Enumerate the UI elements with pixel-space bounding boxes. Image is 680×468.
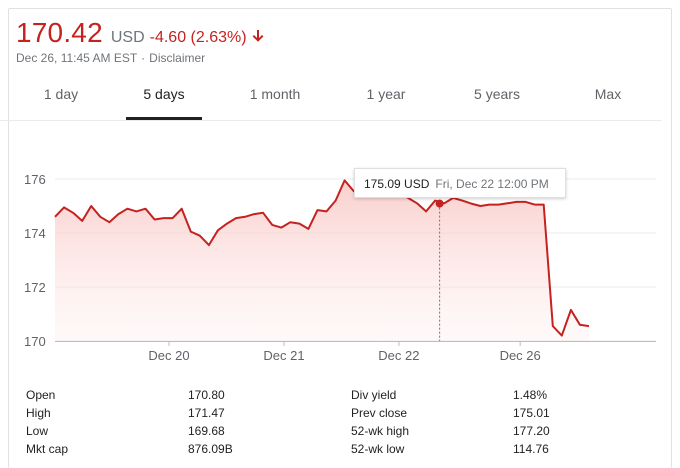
stat-row-div-yield: Div yield 1.48% (351, 386, 550, 404)
price-area (55, 180, 589, 341)
price-header: 170.42 USD -4.60 (2.63%) (16, 17, 264, 49)
stat-label: High (26, 406, 51, 420)
x-tick-label: Dec 22 (378, 348, 419, 363)
tab-5-years[interactable]: 5 years (465, 82, 529, 120)
stat-label: 52-wk high (351, 424, 410, 438)
stat-label: Prev close (351, 406, 408, 420)
current-price: 170.42 (16, 17, 103, 48)
y-tick-label: 170 (24, 334, 46, 349)
tooltip-value: 175.09 USD (364, 177, 430, 191)
stat-value: 175.01 (513, 406, 550, 420)
disclaimer-link[interactable]: Disclaimer (149, 51, 206, 65)
range-tabs: 1 day 5 days 1 month 1 year 5 years Max (0, 82, 662, 121)
stock-card (8, 8, 672, 468)
tab-label: 1 year (366, 86, 406, 102)
chart-tooltip: 175.09 USD Fri, Dec 22 12:00 PM (354, 168, 566, 198)
stat-row-mkt-cap: Mkt cap 876.09B (26, 440, 233, 458)
quote-timestamp: Dec 26, 11:45 AM EST (16, 51, 138, 65)
stat-row-open: Open 170.80 (26, 386, 233, 404)
stat-label: 52-wk low (351, 442, 405, 456)
hover-point (435, 199, 444, 208)
tab-label: 1 day (43, 86, 79, 102)
stat-row-high: High 171.47 (26, 404, 233, 422)
stat-value: 171.47 (188, 406, 225, 420)
stat-row-52wk-high: 52-wk high 177.20 (351, 422, 550, 440)
stat-value: 177.20 (513, 424, 550, 438)
stat-label: Open (26, 388, 56, 402)
x-tick-label: Dec 26 (500, 348, 541, 363)
stat-value: 114.76 (513, 442, 549, 456)
price-line (54, 179, 590, 337)
tab-1-year[interactable]: 1 year (355, 82, 417, 120)
stat-row-low: Low 169.68 (26, 422, 233, 440)
tab-5-days[interactable]: 5 days (126, 82, 202, 120)
tab-max[interactable]: Max (588, 82, 628, 120)
stat-row-prev-close: Prev close 175.01 (351, 404, 550, 422)
price-change: -4.60 (2.63%) (149, 29, 247, 46)
stats-left: Open 170.80 High 171.47 Low 169.68 Mkt cap 8… (26, 386, 233, 458)
currency-label: USD (110, 29, 145, 46)
tab-label: 1 month (249, 86, 301, 102)
y-tick-label: 172 (24, 280, 46, 295)
stat-value: 1.48% (513, 388, 548, 402)
tooltip-time: Fri, Dec 22 12:00 PM (435, 177, 549, 191)
tab-1-month[interactable]: 1 month (242, 82, 308, 120)
y-tick-label: 176 (24, 172, 46, 187)
stat-value: 876.09B (188, 442, 233, 456)
x-tick-label: Dec 21 (263, 348, 304, 363)
arrow-down-icon (252, 29, 264, 43)
stat-value: 170.80 (188, 388, 225, 402)
y-tick-label: 174 (24, 226, 46, 241)
stat-label: Div yield (351, 388, 397, 402)
separator-dot: · (141, 51, 146, 65)
tab-label: 5 years (474, 86, 520, 102)
stat-row-52wk-low: 52-wk low 114.76 (351, 440, 550, 458)
stat-label: Mkt cap (26, 442, 69, 456)
price-chart[interactable]: 176 174 172 170 Dec 20 Dec 21 Dec 22 Dec 26 (0, 0, 680, 380)
tab-label: Max (594, 86, 622, 102)
tab-1-day[interactable]: 1 day (30, 82, 92, 120)
tab-label: 5 days (143, 86, 185, 102)
stat-label: Low (26, 424, 49, 438)
quote-timestamp-row: Dec 26, 11:45 AM EST · Disclaimer (16, 51, 205, 65)
x-tick-label: Dec 20 (148, 348, 189, 363)
stats-right: Div yield 1.48% Prev close 175.01 52-wk hi… (351, 386, 550, 458)
stat-value: 169.68 (188, 424, 225, 438)
